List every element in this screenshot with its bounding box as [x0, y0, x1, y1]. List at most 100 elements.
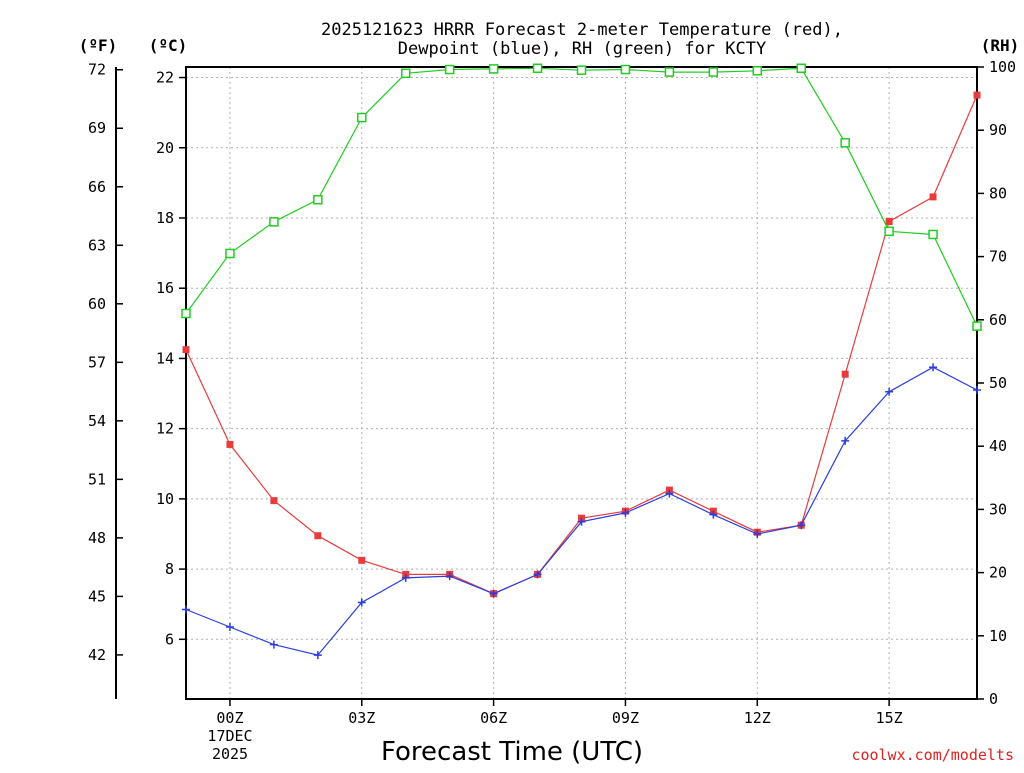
dewpoint-point — [577, 517, 586, 526]
rh-tick-label: 20 — [989, 564, 1007, 582]
fahrenheit-tick-label: 57 — [88, 353, 106, 371]
series-layer — [181, 63, 982, 660]
x-axis-label: Forecast Time (UTC) — [381, 737, 643, 767]
time-axis-ticks: 00Z 03Z 06Z 09Z 12Z 15Z — [216, 699, 903, 727]
fahrenheit-tick-label: 48 — [88, 529, 106, 547]
date-label-year: 2025 — [212, 745, 248, 763]
grid-lines — [186, 67, 977, 699]
rh-tick-label: 70 — [989, 248, 1007, 266]
temperature-point — [182, 346, 190, 354]
fahrenheit-axis-ticks: 42 45 48 51 54 57 60 63 66 69 72 — [88, 61, 123, 664]
dewpoint-point — [929, 363, 938, 372]
fahrenheit-tick-label: 72 — [88, 61, 106, 79]
celsius-tick-label: 10 — [156, 490, 174, 508]
rh-point — [884, 226, 894, 237]
fahrenheit-tick-label: 66 — [88, 178, 106, 196]
time-tick-label: 12Z — [744, 709, 771, 727]
celsius-unit-label: (ºC) — [149, 36, 188, 55]
rh-point — [620, 64, 631, 75]
dewpoint-point — [489, 589, 498, 598]
rh-tick-label: 60 — [989, 311, 1007, 329]
rh-point — [400, 68, 411, 79]
temperature-point — [929, 193, 937, 201]
watermark: coolwx.com/modelts — [851, 746, 1014, 764]
plot-frame — [185, 66, 978, 700]
rh-point — [752, 66, 763, 76]
celsius-tick-label: 22 — [156, 69, 174, 87]
rh-point — [181, 308, 191, 319]
rh-tick-label: 100 — [989, 58, 1016, 76]
rh-point — [796, 63, 806, 74]
temperature-point — [270, 497, 278, 505]
rh-tick-label: 10 — [989, 627, 1007, 645]
rh-point — [357, 112, 367, 123]
celsius-tick-label: 12 — [156, 420, 174, 438]
dewpoint-point — [533, 570, 542, 579]
dewpoint-point — [269, 640, 278, 649]
celsius-tick-label: 14 — [156, 349, 174, 367]
dewpoint-point — [973, 386, 981, 395]
rh-point — [269, 217, 279, 227]
rh-point — [928, 229, 938, 240]
dewpoint-point — [225, 623, 234, 632]
fahrenheit-tick-label: 54 — [88, 412, 106, 430]
celsius-axis-ticks: 6 8 10 12 14 16 18 20 22 — [156, 69, 186, 648]
temperature-point — [885, 217, 893, 225]
fahrenheit-tick-label: 51 — [88, 470, 106, 488]
time-tick-label: 06Z — [480, 709, 507, 727]
chart-title-line2: Dewpoint (blue), RH (green) for KCTY — [398, 39, 766, 59]
chart-title-line1: 2025121623 HRRR Forecast 2-meter Tempera… — [321, 20, 843, 40]
celsius-tick-label: 18 — [156, 209, 174, 227]
rh-tick-label: 90 — [989, 121, 1007, 139]
celsius-tick-label: 16 — [156, 279, 174, 297]
dewpoint-point — [885, 387, 894, 396]
fahrenheit-tick-label: 45 — [88, 587, 106, 605]
temperature-point — [226, 440, 234, 448]
axes — [115, 66, 978, 700]
time-tick-label: 09Z — [612, 709, 639, 727]
dewpoint-point — [445, 572, 454, 581]
rh-tick-label: 0 — [989, 690, 998, 708]
rh-point — [708, 67, 719, 77]
fahrenheit-tick-label: 42 — [88, 646, 106, 664]
time-tick-label: 15Z — [876, 709, 903, 727]
date-label-day: 17DEC — [207, 727, 252, 745]
dewpoint-point — [665, 489, 674, 498]
rh-tick-label: 50 — [989, 374, 1007, 392]
dewpoint-point — [182, 605, 190, 614]
dewpoint-point — [621, 508, 630, 517]
rh-point — [225, 248, 235, 259]
temperature-point — [314, 532, 322, 540]
dewpoint-point — [357, 598, 366, 607]
rh-point — [972, 321, 982, 331]
rh-axis-ticks: 0 10 20 30 40 50 60 70 80 90 100 — [977, 58, 1016, 708]
celsius-tick-label: 6 — [165, 630, 174, 648]
fahrenheit-tick-label: 63 — [88, 236, 106, 254]
rh-tick-label: 40 — [989, 437, 1007, 455]
celsius-tick-label: 20 — [156, 139, 174, 157]
time-tick-label: 03Z — [348, 709, 375, 727]
rh-tick-label: 80 — [989, 184, 1007, 202]
rh-point — [488, 64, 499, 74]
dewpoint-point — [841, 436, 850, 445]
temperature-point — [841, 370, 849, 378]
dewpoint-point — [709, 510, 718, 519]
time-tick-label: 00Z — [216, 709, 243, 727]
rh-point — [444, 64, 455, 75]
rh-point — [840, 138, 850, 148]
dewpoint-point — [313, 651, 322, 660]
fahrenheit-tick-label: 60 — [88, 295, 106, 313]
rh-point — [532, 63, 543, 74]
fahrenheit-tick-label: 69 — [88, 119, 106, 137]
dewpoint-line — [185, 366, 978, 656]
rh-point — [313, 194, 323, 205]
rh-point — [664, 67, 675, 77]
rh-line — [185, 67, 978, 327]
rh-point — [576, 65, 587, 75]
dewpoint-point — [401, 573, 410, 582]
rh-tick-label: 30 — [989, 500, 1007, 518]
temperature-point — [973, 91, 981, 99]
temperature-point — [358, 556, 366, 564]
dewpoint-point — [753, 529, 762, 538]
